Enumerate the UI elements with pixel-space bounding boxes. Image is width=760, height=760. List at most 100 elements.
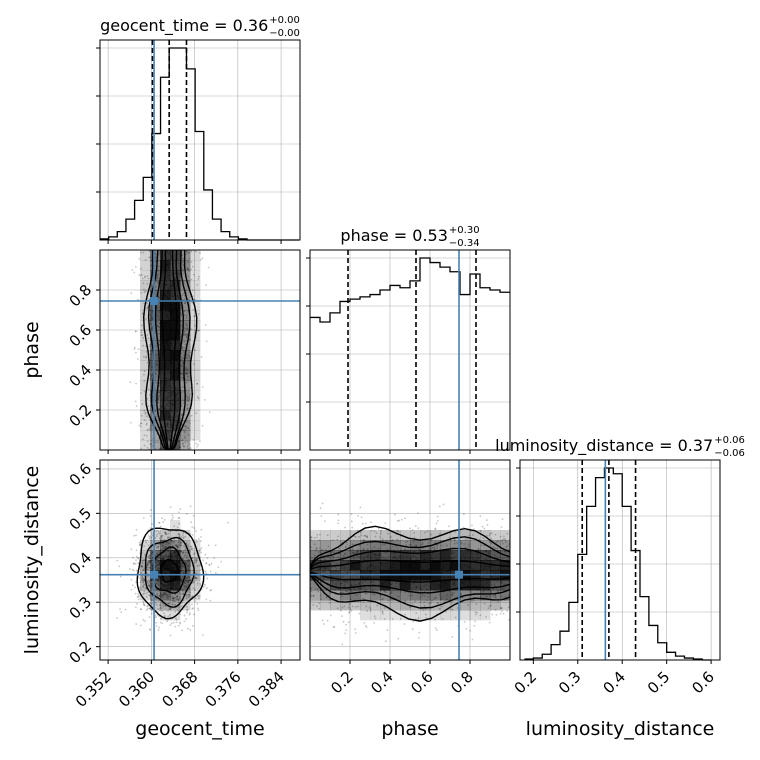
sample-point bbox=[134, 562, 137, 565]
sample-point bbox=[501, 610, 503, 613]
density-bin bbox=[190, 560, 201, 571]
density-bin bbox=[160, 540, 171, 551]
xtick-label-luminosity_distance-1: 0.3 bbox=[555, 668, 585, 698]
ytick-label-phase-1: 0.4 bbox=[66, 361, 96, 391]
sample-point bbox=[366, 535, 369, 538]
density-bin bbox=[370, 540, 381, 551]
sample-point bbox=[185, 250, 188, 253]
ylabel-phase: phase bbox=[21, 321, 43, 378]
sample-point bbox=[164, 531, 166, 534]
sample-point bbox=[360, 531, 362, 534]
sample-point bbox=[316, 588, 319, 591]
sample-point bbox=[150, 612, 153, 615]
sample-point bbox=[146, 334, 149, 337]
title-luminosity_distance: luminosity_distance = 0.37 +0.06−0.06 bbox=[495, 435, 745, 459]
sample-point bbox=[137, 562, 140, 565]
sample-point bbox=[185, 593, 188, 596]
sample-point bbox=[194, 561, 197, 564]
density-bin bbox=[380, 540, 391, 551]
sample-point bbox=[186, 398, 189, 400]
sample-point bbox=[436, 547, 439, 550]
sample-point bbox=[148, 557, 151, 560]
density-bin bbox=[140, 340, 151, 351]
sample-point bbox=[183, 431, 186, 434]
sample-point bbox=[172, 597, 175, 600]
sample-point bbox=[164, 604, 167, 607]
sample-point bbox=[163, 612, 165, 615]
sample-point bbox=[396, 520, 399, 522]
sample-point bbox=[427, 541, 430, 544]
sample-point bbox=[350, 513, 353, 516]
sample-point bbox=[186, 445, 189, 448]
sample-point bbox=[178, 517, 181, 519]
density-bin bbox=[460, 600, 471, 611]
sample-point bbox=[142, 578, 145, 581]
sample-point bbox=[345, 623, 347, 626]
density-bin bbox=[170, 250, 181, 261]
sample-point bbox=[492, 595, 495, 598]
sample-point bbox=[362, 600, 365, 603]
density-bin bbox=[340, 530, 351, 541]
sample-point bbox=[146, 429, 149, 432]
sample-point bbox=[340, 591, 343, 594]
sample-point bbox=[187, 434, 190, 436]
sample-point bbox=[180, 550, 182, 553]
contour-geocent_time_vs_luminosity_distance-2 bbox=[144, 536, 195, 608]
sample-point bbox=[157, 546, 159, 549]
density-bin bbox=[380, 610, 391, 621]
sample-point bbox=[142, 517, 145, 519]
sample-point bbox=[151, 523, 153, 526]
sample-point bbox=[499, 535, 502, 538]
sample-point bbox=[419, 601, 421, 604]
sample-point bbox=[204, 324, 207, 326]
sample-point bbox=[158, 253, 161, 256]
hist-luminosity_distance-frame bbox=[519, 459, 721, 661]
density-bin bbox=[190, 350, 201, 361]
sample-point bbox=[454, 616, 457, 619]
sample-point bbox=[312, 594, 315, 597]
density-bin bbox=[140, 590, 151, 601]
density-bin bbox=[160, 290, 171, 301]
sample-point bbox=[157, 401, 160, 404]
sample-point bbox=[167, 532, 170, 535]
density-bin bbox=[150, 420, 161, 431]
sample-point bbox=[206, 577, 209, 580]
sample-point bbox=[184, 343, 187, 346]
sample-point bbox=[423, 601, 426, 604]
sample-point bbox=[171, 516, 174, 519]
density-bin bbox=[360, 540, 371, 551]
sample-point bbox=[184, 334, 187, 337]
density-bin bbox=[460, 550, 471, 561]
sample-point bbox=[142, 600, 145, 603]
ytick-label-luminosity_distance-0: 0.2 bbox=[66, 637, 96, 667]
sample-point bbox=[467, 545, 470, 548]
sample-point bbox=[190, 548, 193, 551]
sample-point bbox=[135, 555, 138, 558]
sample-point bbox=[341, 545, 344, 547]
sample-point bbox=[198, 597, 200, 600]
density-bin bbox=[180, 550, 191, 561]
sample-point bbox=[186, 556, 188, 559]
sample-point bbox=[186, 404, 189, 406]
sample-point bbox=[157, 280, 160, 283]
sample-point bbox=[181, 346, 184, 349]
sample-point bbox=[196, 582, 199, 585]
sample-point bbox=[429, 533, 432, 536]
sample-point bbox=[147, 337, 150, 340]
sample-point bbox=[336, 538, 339, 541]
sample-point bbox=[318, 607, 321, 610]
truth-point-geocent_time_vs_luminosity_distance bbox=[150, 570, 159, 579]
density-bin bbox=[330, 600, 341, 611]
sample-point bbox=[142, 581, 145, 584]
sample-point bbox=[362, 548, 365, 551]
density-bin bbox=[350, 590, 361, 601]
sample-point bbox=[405, 544, 408, 547]
sample-point bbox=[312, 595, 315, 598]
sample-point bbox=[149, 629, 152, 631]
sample-point bbox=[161, 534, 164, 537]
sample-point bbox=[143, 276, 146, 279]
sample-point bbox=[180, 605, 183, 608]
sample-point bbox=[169, 530, 172, 533]
sample-point bbox=[155, 616, 157, 618]
density-bin bbox=[450, 600, 461, 611]
